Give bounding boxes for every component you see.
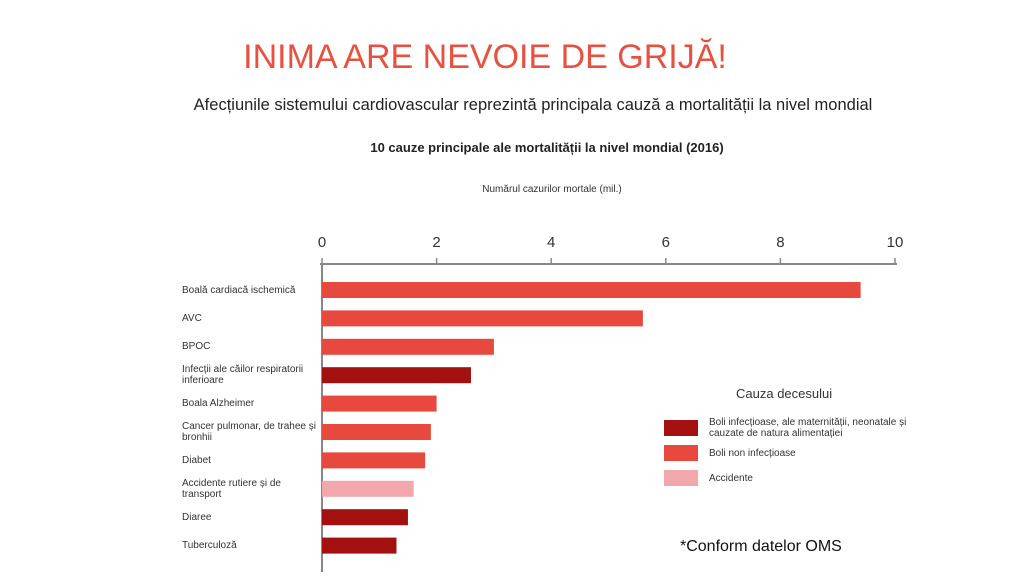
legend-swatch [664,420,698,436]
source-note: *Conform datelor OMS [680,538,842,555]
category-label: Diaree [182,511,212,523]
legend-swatch [664,445,698,461]
category-label: Infecții ale căilor respiratorii inferio… [182,364,304,387]
bar [322,509,408,526]
category-label: Tuberculoză [182,540,237,552]
category-label: Accidente rutiere și de transport [182,477,281,500]
bar [322,424,431,440]
bar [322,338,494,355]
x-tick-label: 2 [432,234,440,251]
bar [322,452,426,469]
slide-title: INIMA ARE NEVOIE DE GRIJĂ! [243,38,727,76]
bar [322,310,643,327]
bar [322,537,397,554]
bar [322,282,861,298]
category-label: Boală cardiacă ischemică [182,284,296,296]
chart-title: 10 cauze principale ale mortalității la … [370,140,724,155]
category-label: AVC [182,312,202,324]
legend-swatch [664,470,698,486]
legend-label: Boli non infecțioase [709,447,796,459]
bar [322,395,437,412]
bar [322,480,414,497]
category-label: Boala Alzheimer [182,398,255,410]
bar [322,367,471,384]
category-label: Diabet [182,454,211,466]
x-tick-label: 4 [547,234,555,251]
category-label: Cancer pulmonar, de trahee și bronhii [182,421,316,443]
x-tick-label: 10 [887,234,904,251]
slide-subtitle: Afecțiunile sistemului cardiovascular re… [193,96,873,114]
x-tick-label: 8 [776,234,784,251]
x-axis-label: Numărul cazurilor mortale (mil.) [482,184,622,195]
legend-title: Cauza decesului [736,386,833,401]
x-tick-label: 0 [318,234,326,251]
legend-label: Boli infecțioase, ale maternității, neon… [709,417,907,439]
category-label: BPOC [182,341,211,353]
x-tick-label: 6 [662,234,670,251]
legend-label: Accidente [709,472,753,484]
